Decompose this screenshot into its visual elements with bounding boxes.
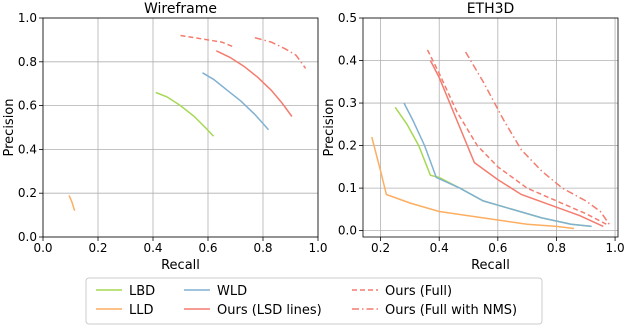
legend-label-wld: WLD: [217, 284, 247, 299]
legend-label-lld: LLD: [129, 303, 154, 318]
wireframe-x-axis-label: Recall: [161, 258, 200, 273]
wireframe-title: Wireframe: [144, 1, 217, 17]
wireframe-x-tick-label: 0.6: [198, 241, 217, 255]
wireframe-series-ours-full-with-nms: [254, 36, 307, 69]
wireframe-series-lbd: [155, 91, 215, 137]
wireframe-y-tick-label: 0.8: [18, 55, 37, 69]
eth3d-x-tick-label: 0.4: [430, 241, 449, 255]
wireframe-series-ours-full: [180, 34, 233, 48]
wireframe-y-tick-label: 0.4: [18, 142, 37, 156]
eth3d-x-tick-label: 0.6: [488, 241, 507, 255]
eth3d-series-wld: [403, 102, 592, 228]
wireframe-x-tick-label: 0.2: [88, 241, 107, 255]
eth3d-y-axis-label: Precision: [322, 98, 337, 156]
wireframe-y-tick-label: 0.0: [18, 230, 37, 244]
eth3d-y-tick-label: 0.4: [338, 54, 357, 68]
eth3d-series-lld: [371, 136, 575, 230]
wireframe-series-wld: [202, 72, 270, 131]
eth3d-series-ours-lsd-lines: [429, 60, 604, 228]
wireframe-x-tick-label: 0.4: [143, 241, 162, 255]
wireframe-y-axis-label: Precision: [2, 98, 17, 156]
eth3d-chart: 0.2 0.4 0.6 0.8 1.0 0.0 0.1 0.2 0.3 0.4 0.5 ETH3D Re…: [322, 1, 625, 273]
legend-label-ours-lsd-lines: Ours (LSD lines): [217, 303, 322, 318]
wireframe-chart: 0.0 0.2 0.4 0.6 0.8 1.0 0.0 0.2 0.4 0.6 0.8 1.0 Wire…: [2, 1, 328, 273]
wireframe-x-tick-label: 0.0: [33, 241, 52, 255]
eth3d-plot-frame: [362, 17, 619, 238]
eth3d-y-tick-label: 0.1: [338, 181, 357, 195]
wireframe-y-tick-label: 0.2: [18, 186, 37, 200]
eth3d-y-tick-label: 0.3: [338, 96, 357, 110]
wireframe-x-tick-label: 0.8: [253, 241, 272, 255]
eth3d-x-axis-label: Recall: [471, 258, 510, 273]
wireframe-plot-frame: [42, 17, 319, 238]
legend-label-lbd: LBD: [129, 284, 155, 299]
legend-label-ours-full-with-nms: Ours (Full with NMS): [385, 303, 517, 318]
wireframe-x-tick-label: 1.0: [308, 241, 327, 255]
eth3d-series-ours-full-with-nms: [464, 51, 610, 225]
eth3d-x-tick-label: 0.2: [371, 241, 390, 255]
wireframe-series-ours-lsd-lines: [215, 50, 293, 117]
eth3d-title: ETH3D: [467, 1, 515, 17]
eth3d-x-tick-label: 1.0: [606, 241, 625, 255]
legend: LBD LLD WLD Ours (LSD lines) Ours (Full) Ours…: [85, 277, 543, 325]
eth3d-x-tick-label: 0.8: [547, 241, 566, 255]
eth3d-y-tick-label: 0.5: [338, 11, 357, 25]
eth3d-y-tick-label: 0.2: [338, 139, 357, 153]
eth3d-series-ours-full: [426, 49, 607, 225]
wireframe-y-tick-label: 1.0: [18, 11, 37, 25]
eth3d-y-tick-label: 0.0: [338, 224, 357, 238]
wireframe-series-lld: [68, 195, 76, 211]
wireframe-y-tick-label: 0.6: [18, 99, 37, 113]
legend-label-ours-full: Ours (Full): [385, 284, 452, 299]
